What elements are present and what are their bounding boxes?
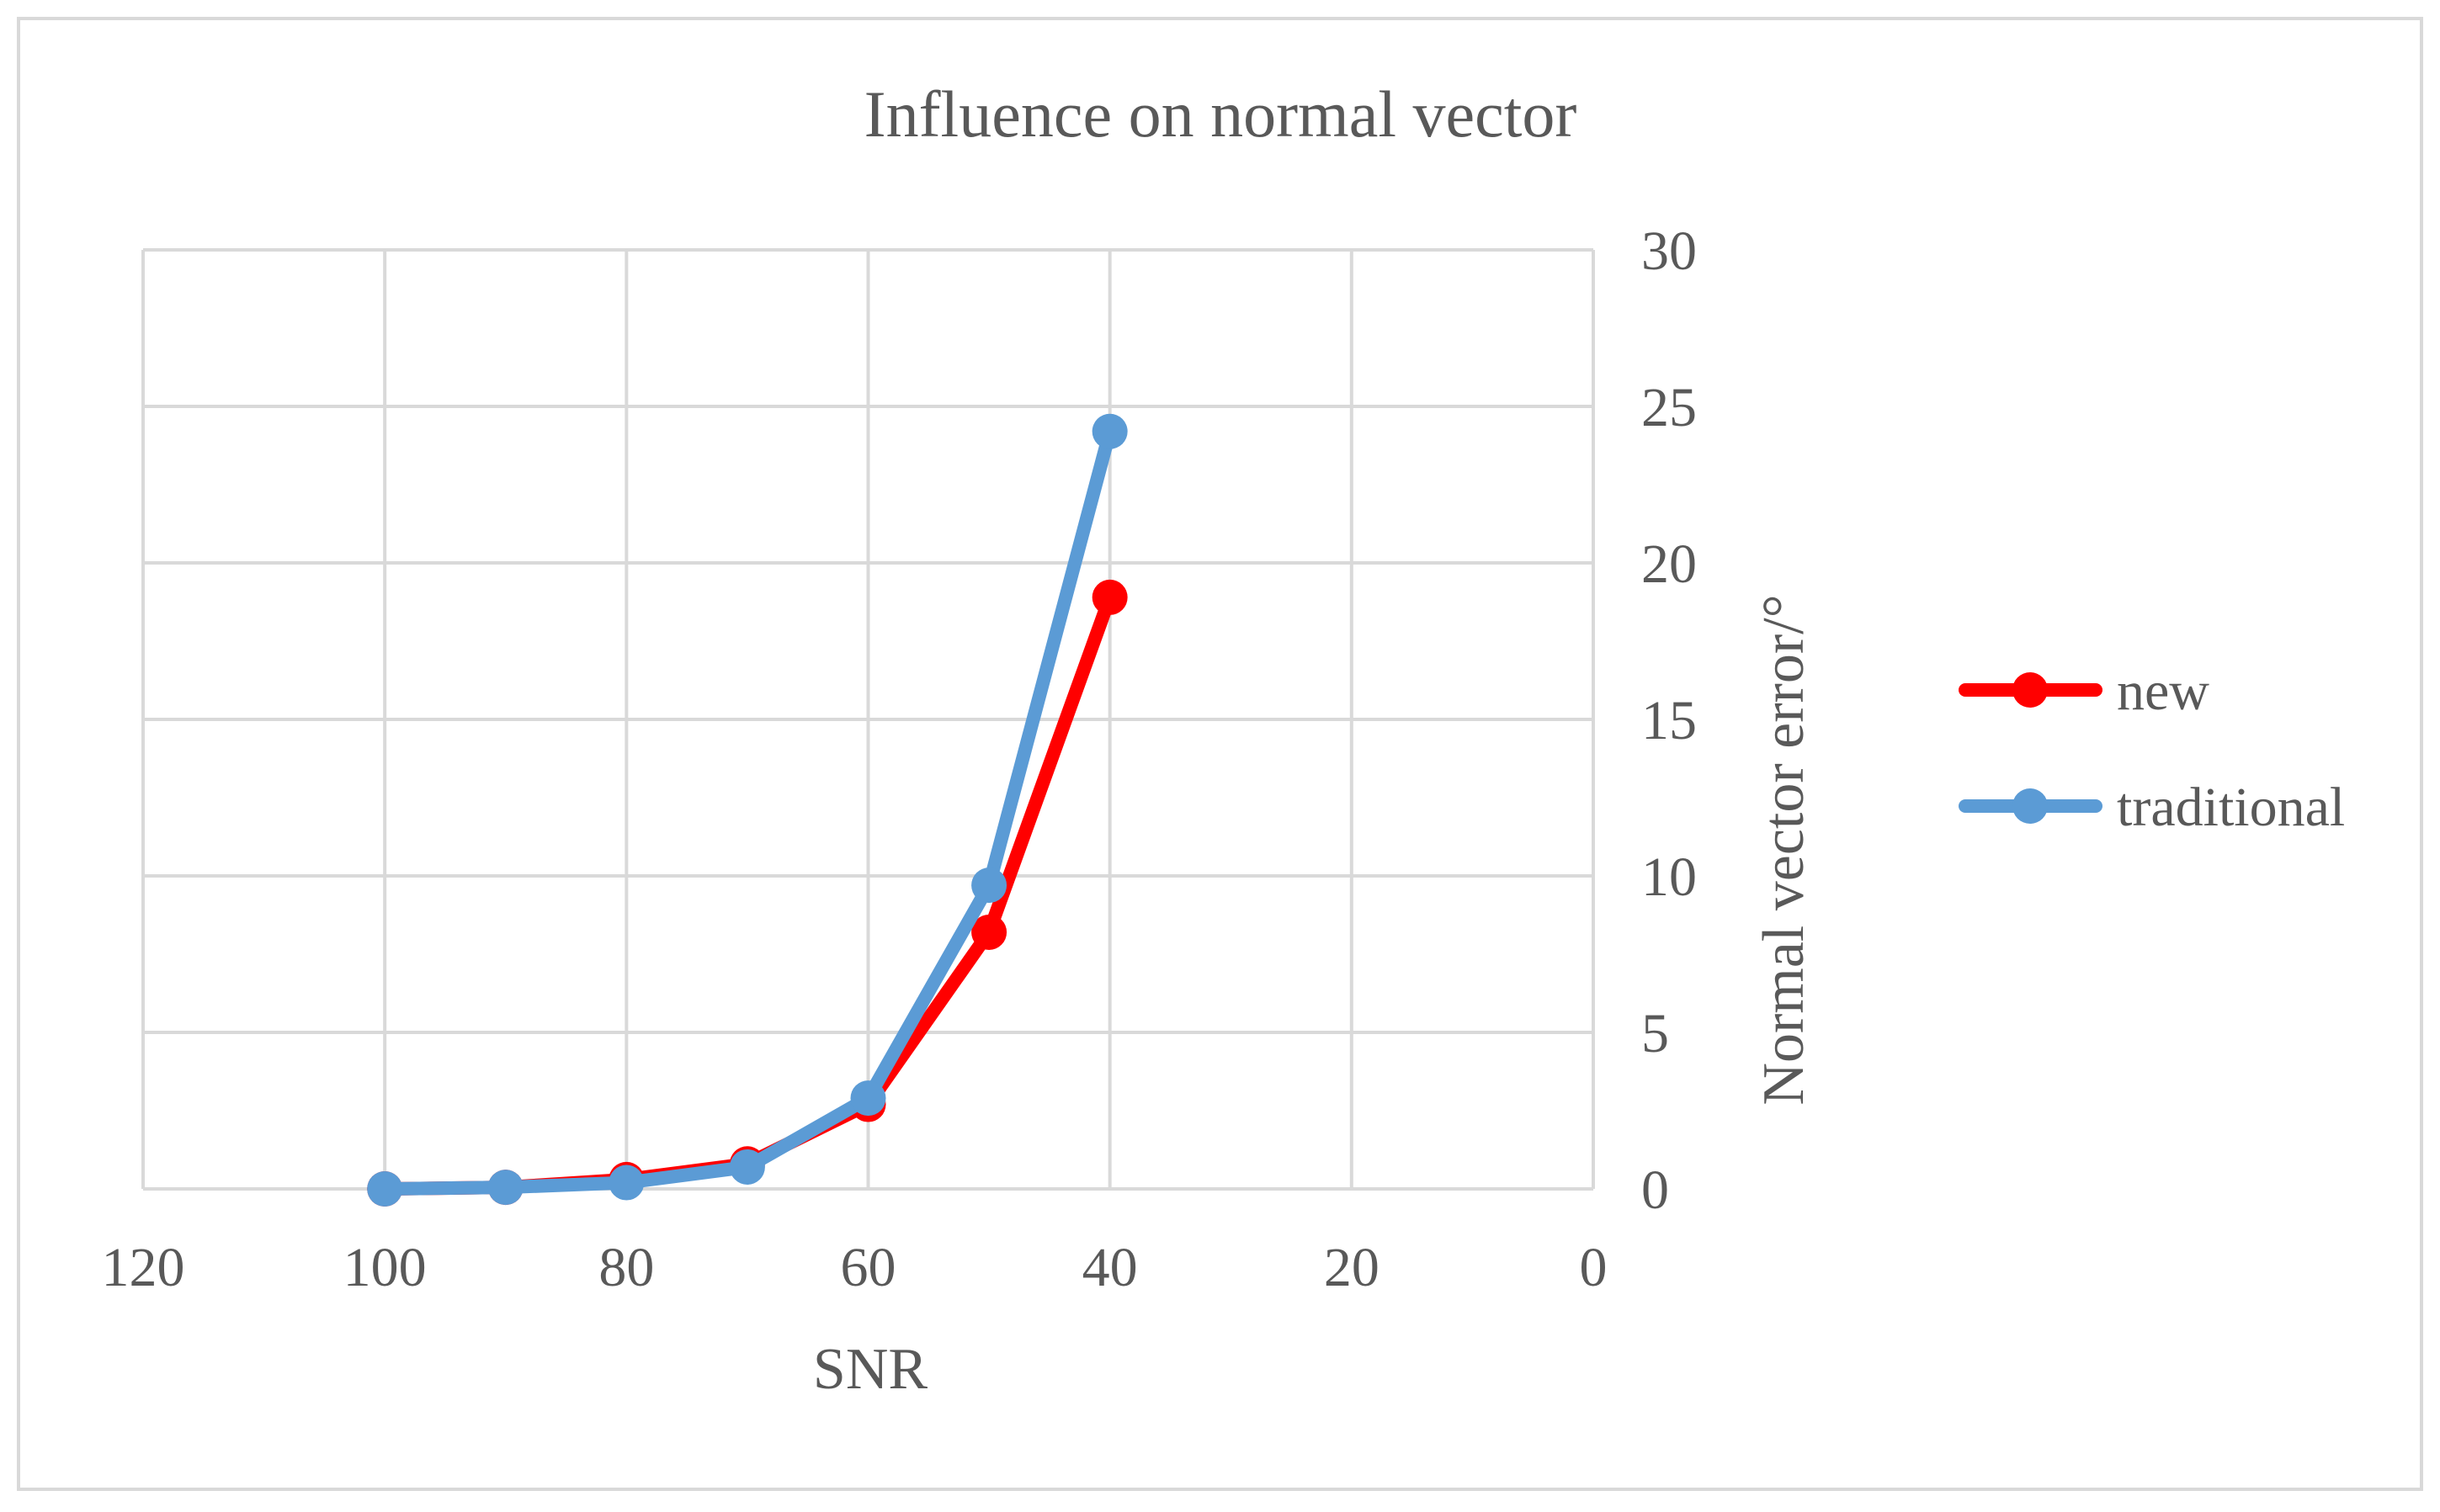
y-tick-label: 0	[1641, 1159, 1669, 1221]
x-axis-title: SNR	[813, 1337, 928, 1402]
y-tick-label: 5	[1641, 1003, 1669, 1064]
data-point-traditional	[971, 867, 1007, 904]
data-point-new	[971, 914, 1007, 950]
data-point-traditional	[729, 1149, 765, 1185]
plot-series	[367, 413, 1128, 1207]
y-tick-label: 20	[1641, 533, 1697, 595]
x-tick-label: 100	[343, 1237, 427, 1298]
x-tick-label: 40	[1082, 1237, 1138, 1298]
legend-marker-traditional	[2012, 788, 2048, 824]
x-tick-label: 60	[841, 1237, 896, 1298]
y-tick-label: 15	[1641, 690, 1697, 751]
x-tick-label: 120	[102, 1237, 185, 1298]
legend: new traditional	[1959, 661, 2345, 838]
data-point-traditional	[1092, 413, 1128, 449]
x-tick-label: 80	[598, 1237, 654, 1298]
x-tick-label: 20	[1324, 1237, 1379, 1298]
data-point-traditional	[367, 1171, 403, 1207]
data-point-traditional	[609, 1165, 645, 1201]
data-point-traditional	[850, 1080, 886, 1117]
y-axis-title: Normal vector error/°	[1752, 594, 1816, 1105]
chart-border	[17, 17, 2423, 1491]
chart-title: Influence on normal vector	[864, 77, 1577, 151]
gridlines	[141, 248, 1595, 1191]
data-point-new	[1092, 579, 1128, 615]
x-tick-label: 0	[1580, 1237, 1608, 1298]
x-axis-ticks: 120 100 80 60 40 20 0	[102, 1237, 1608, 1298]
data-point-traditional	[487, 1170, 524, 1206]
y-axis-ticks: 0 5 10 15 20 25 30	[1641, 220, 1697, 1221]
y-tick-label: 10	[1641, 846, 1697, 908]
y-tick-label: 25	[1641, 377, 1697, 438]
y-tick-label: 30	[1641, 220, 1697, 282]
legend-label-traditional: traditional	[2117, 777, 2345, 838]
legend-label-new: new	[2117, 661, 2209, 722]
legend-marker-new	[2012, 672, 2048, 708]
